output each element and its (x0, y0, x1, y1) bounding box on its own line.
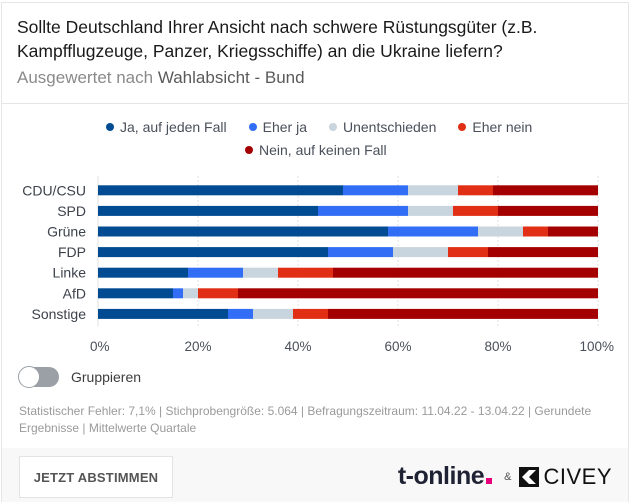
bar-segment (238, 288, 598, 299)
group-toggle-row: Gruppieren (18, 366, 142, 388)
ampersand: & (504, 470, 512, 483)
bar-segment (278, 267, 333, 278)
bar-segment (253, 308, 293, 319)
bar-segment (493, 185, 598, 196)
bar-segment (188, 267, 243, 278)
bar-segment (243, 267, 278, 278)
legend-label: Unentschieden (342, 119, 437, 135)
bar-segment (523, 226, 548, 237)
bar-segment (183, 288, 198, 299)
bar-segment (478, 226, 523, 237)
brand-logos: t-online & CIVEY (398, 462, 612, 491)
bar-segment (98, 247, 328, 258)
poll-header: Sollte Deutschland Ihrer Ansicht nach sc… (2, 3, 628, 104)
bar-segment (173, 288, 183, 299)
category-label: Linke (53, 265, 87, 281)
bar-segment (328, 247, 393, 258)
legend-row: Nein, auf keinen Fall (245, 141, 409, 158)
group-toggle-label: Gruppieren (71, 369, 142, 385)
bar-segment (228, 308, 253, 319)
survey-meta: Statistischer Fehler: 7,1% | Stichproben… (19, 404, 592, 435)
category-label: Sonstige (32, 306, 87, 322)
tonline-dot-icon (486, 478, 493, 484)
bar-segment (388, 226, 478, 237)
bar-segment (98, 185, 343, 196)
legend-item[interactable]: Ja, auf jeden Fall (106, 119, 227, 135)
legend-item[interactable]: Nein, auf keinen Fall (245, 142, 387, 158)
x-tick-label: 60% (384, 339, 411, 354)
vote-now-button[interactable]: JETZT ABSTIMMEN (19, 456, 173, 498)
legend-item[interactable]: Eher nein (458, 119, 532, 135)
bar-segment (548, 226, 598, 237)
category-label: Grüne (47, 224, 86, 240)
legend-label: Ja, auf jeden Fall (120, 119, 227, 135)
legend-label: Eher ja (262, 119, 307, 135)
group-toggle[interactable] (18, 366, 59, 388)
bar-segment (498, 205, 598, 216)
stacked-bar-chart: 0% 20% 40% 60% 80% 100% CDU/CSU SPD Grüne FDP Link… (22, 176, 614, 354)
category-label: AfD (63, 285, 86, 301)
subtitle-segment: Wahlabsicht - Bund (157, 68, 305, 87)
toggle-knob (18, 366, 40, 388)
bar-segment (198, 288, 238, 299)
poll-question: Sollte Deutschland Ihrer Ansicht nach sc… (17, 17, 538, 61)
poll-subtitle: Ausgewertet nach Wahlabsicht - Bund (17, 67, 305, 89)
bar-segment (98, 267, 188, 278)
tonline-logo-text: t-online (397, 462, 485, 490)
legend-item[interactable]: Eher ja (248, 119, 307, 135)
legend-dot-icon (458, 123, 467, 131)
bar-segment (408, 185, 458, 196)
x-tick-label: 100% (579, 339, 614, 354)
bar-segment (318, 205, 408, 216)
civey-logo-icon[interactable] (519, 466, 540, 487)
category-label: FDP (58, 244, 86, 260)
legend-item[interactable]: Unentschieden (328, 119, 437, 135)
bar-segment (393, 247, 448, 258)
bar-segment (328, 308, 598, 319)
card-footer: JETZT ABSTIMMEN t-online & CIVEY (2, 448, 628, 502)
legend-dot-icon (245, 146, 253, 154)
legend-dot-icon (248, 123, 257, 131)
legend-label: Eher nein (472, 119, 533, 135)
legend-row: Ja, auf jeden Fall Eher ja Unentschieden Eh… (106, 118, 554, 135)
bar-segment (408, 205, 453, 216)
bar-segment (293, 308, 328, 319)
bar-segment (333, 267, 598, 278)
legend-label: Nein, auf keinen Fall (259, 142, 387, 158)
bar-segment (448, 247, 488, 258)
x-tick-label: 80% (484, 339, 511, 354)
x-tick-label: 0% (90, 339, 110, 354)
bar-segment (458, 185, 493, 196)
legend-dot-icon (106, 123, 114, 131)
bar-segment (98, 288, 173, 299)
bar-segment (453, 205, 498, 216)
bar-segment (488, 247, 598, 258)
bar-segment (98, 308, 228, 319)
bar-segment (98, 226, 388, 237)
legend-dot-icon (328, 123, 337, 131)
x-tick-label: 20% (184, 339, 211, 354)
subtitle-prefix: Ausgewertet nach (17, 68, 158, 87)
bar-segment (98, 205, 318, 216)
civey-logo-text[interactable]: CIVEY (543, 463, 612, 489)
tonline-logo[interactable]: t-online (397, 462, 493, 491)
category-label: SPD (57, 203, 86, 219)
category-label: CDU/CSU (22, 182, 86, 198)
x-tick-label: 40% (284, 339, 311, 354)
bar-segment (343, 185, 408, 196)
